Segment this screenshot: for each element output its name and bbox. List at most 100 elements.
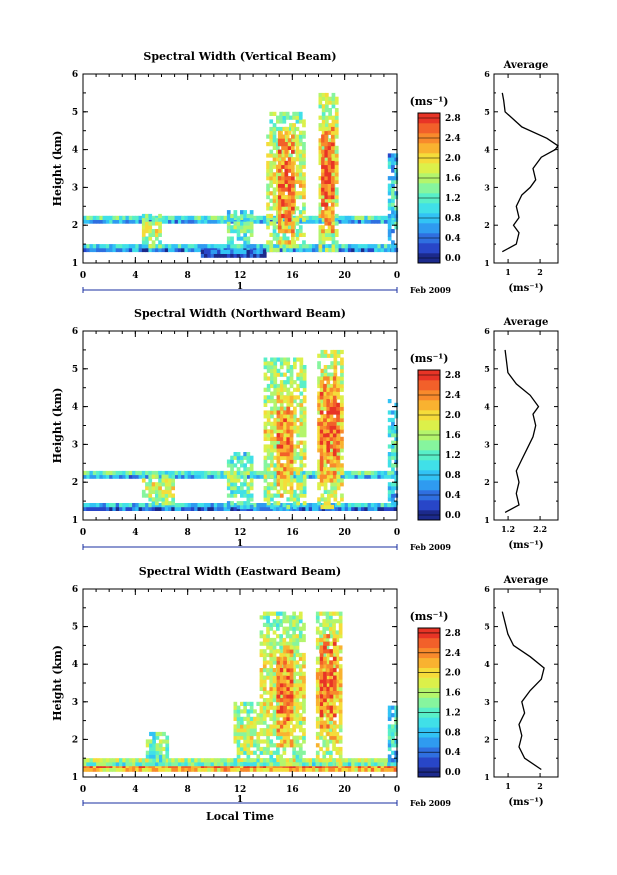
heatmap-cell <box>269 758 274 763</box>
heatmap-cell <box>109 219 113 224</box>
heatmap-cell <box>329 705 334 710</box>
heatmap-cell <box>323 504 328 510</box>
heatmap-cell <box>253 709 257 714</box>
heatmap-cell <box>284 176 289 181</box>
heatmap-cell <box>132 474 136 479</box>
heatmap-cell <box>276 206 280 211</box>
heatmap-cell <box>289 668 294 673</box>
heatmap-cell <box>327 497 331 502</box>
heatmap-cell <box>266 160 270 166</box>
heatmap-cell <box>230 493 234 498</box>
heatmap-cell <box>333 467 338 472</box>
heatmap-cell <box>298 713 303 718</box>
heatmap-cell <box>262 739 267 744</box>
heatmap-cell <box>240 249 244 254</box>
heatmap-cell <box>326 414 331 419</box>
heatmap-cell <box>377 247 382 253</box>
heatmap-cell <box>272 690 277 695</box>
heatmap-cell <box>336 463 340 468</box>
heatmap-cell <box>277 240 282 245</box>
heatmap-cell <box>391 728 395 733</box>
heatmap-cell <box>325 611 330 616</box>
heatmap-cell <box>262 656 267 661</box>
heatmap-cell <box>289 368 294 373</box>
heatmap-cell <box>279 664 283 669</box>
heatmap-cell <box>317 361 321 366</box>
heatmap-cell <box>338 698 343 703</box>
heatmap-cell <box>236 467 241 472</box>
heatmap-cell <box>296 455 300 460</box>
heatmap-cell <box>263 478 268 483</box>
heatmap-cell <box>96 503 100 508</box>
heatmap-cell <box>291 236 295 241</box>
heatmap-cell <box>318 123 323 128</box>
heatmap-cell <box>302 463 307 468</box>
heatmap-cell <box>326 433 331 438</box>
heatmap-cell <box>289 705 294 710</box>
heatmap-cell <box>332 675 337 680</box>
heatmap-cell <box>321 179 325 184</box>
heatmap-cell <box>266 675 270 680</box>
heatmap-cell <box>302 634 306 639</box>
heatmap-cell <box>246 455 251 460</box>
heatmap-cell <box>151 506 156 511</box>
heatmap-cell <box>266 187 270 192</box>
heatmap-cell <box>291 134 295 139</box>
heatmap-cell <box>226 501 231 506</box>
heatmap-cell <box>86 758 90 763</box>
heatmap-cell <box>286 433 291 438</box>
heatmap-cell <box>331 172 336 177</box>
heatmap-cell <box>327 157 332 162</box>
heatmap-cell <box>279 637 283 643</box>
heatmap-cell <box>357 503 362 508</box>
heatmap-cell <box>262 249 267 254</box>
heatmap-cell <box>273 425 278 430</box>
heatmap-cell <box>333 361 338 366</box>
heatmap-cell <box>171 506 175 511</box>
heatmap-cell <box>174 474 179 479</box>
heatmap-cell <box>289 652 294 658</box>
heatmap-cell <box>296 470 300 476</box>
heatmap-cell <box>277 153 282 158</box>
heatmap-cell <box>326 679 331 684</box>
heatmap-cell <box>327 213 332 219</box>
heatmap-cell <box>283 679 287 684</box>
heatmap-cell <box>325 123 329 128</box>
heatmap-cell <box>383 219 388 224</box>
heatmap-cell <box>243 701 247 706</box>
heatmap-cell <box>391 467 395 472</box>
heatmap-cell <box>273 429 278 434</box>
heatmap-cell <box>217 762 221 767</box>
heatmap-cell <box>187 215 192 220</box>
heatmap-cell <box>318 240 323 245</box>
heatmap-cell <box>272 244 277 249</box>
heatmap-cell <box>367 506 372 511</box>
heatmap-cell <box>287 240 292 245</box>
heatmap-cell <box>308 762 313 767</box>
heatmap-cell <box>298 615 303 620</box>
heatmap-cell <box>256 701 261 706</box>
heatmap-cell <box>308 506 313 511</box>
date-day-label: 1 <box>237 539 243 549</box>
heatmap-cell <box>302 728 306 733</box>
heatmap-cell <box>328 244 332 249</box>
heatmap-cell <box>380 474 385 479</box>
heatmap-cell <box>246 229 251 234</box>
heatmap-cell <box>270 436 274 441</box>
heatmap-cell <box>289 376 294 381</box>
heatmap-cell <box>318 767 323 772</box>
heatmap-cell <box>317 410 321 415</box>
heatmap-cell <box>226 217 231 222</box>
heatmap-cell <box>273 399 278 404</box>
heatmap-cell <box>317 486 321 491</box>
heatmap-cell <box>269 149 274 154</box>
heatmap-cell <box>332 611 336 616</box>
heatmap-cell <box>299 429 304 434</box>
heatmap-cell <box>277 130 282 135</box>
heatmap-cell <box>240 750 244 755</box>
heatmap-cell <box>289 414 294 419</box>
heatmap-cell <box>262 750 267 755</box>
heatmap-cell <box>240 474 244 479</box>
heatmap-cell <box>181 470 185 476</box>
heatmap-cell <box>329 641 334 646</box>
